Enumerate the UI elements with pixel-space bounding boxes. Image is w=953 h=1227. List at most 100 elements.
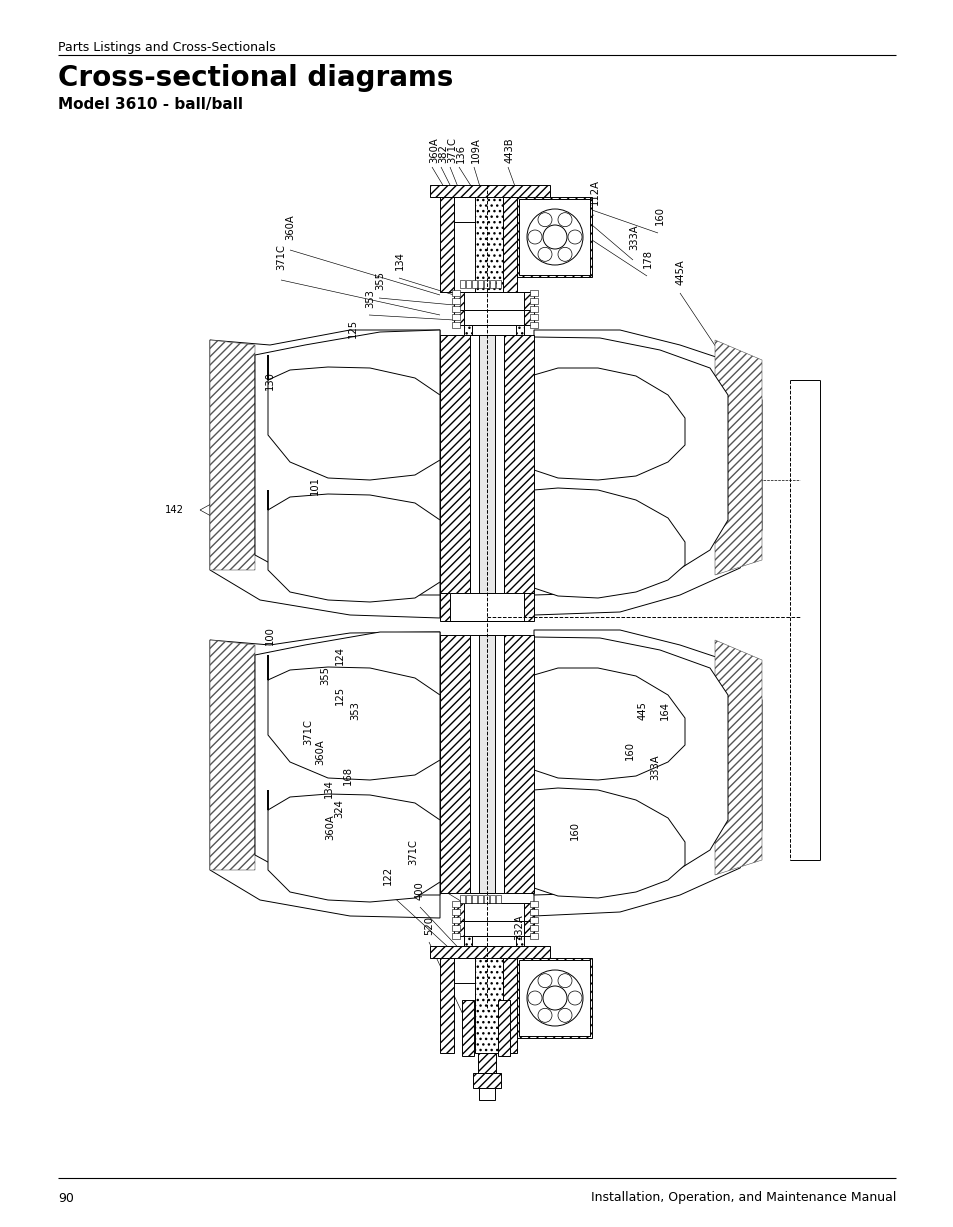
Bar [454,921,534,936]
Bar [518,960,589,1036]
Bar [503,335,534,593]
Polygon shape [534,330,761,618]
Bar [497,1000,510,1056]
Polygon shape [268,655,439,780]
Bar [516,325,523,335]
Text: 371C: 371C [303,719,313,745]
Bar [530,901,537,907]
Bar [518,199,589,275]
Bar [452,933,459,939]
Bar [452,925,459,931]
Bar [473,1072,500,1088]
Text: 136: 136 [456,144,465,163]
Text: 333A: 333A [628,225,639,250]
Text: 125: 125 [335,686,345,706]
Text: 332A: 332A [514,914,523,940]
Circle shape [527,229,541,244]
Bar [530,909,537,915]
Bar [470,636,503,893]
Bar [452,917,459,923]
Bar [430,185,550,198]
Bar [459,894,464,903]
Bar [452,909,459,915]
Polygon shape [534,667,684,780]
Text: 164: 164 [659,701,669,720]
Bar [517,958,592,1038]
Text: 353: 353 [350,701,359,720]
Bar [452,298,459,304]
Bar [454,903,463,921]
Bar [530,298,537,304]
Polygon shape [534,629,761,918]
Bar [454,958,502,983]
Bar [472,894,476,903]
Circle shape [537,248,552,261]
Bar [490,280,495,288]
Text: 101: 101 [310,476,319,494]
Bar [478,1088,495,1099]
Text: 134: 134 [324,779,334,798]
Bar [452,306,459,312]
Text: Model 3610 - ball/ball: Model 3610 - ball/ball [58,97,243,113]
Text: 178: 178 [642,249,652,267]
Polygon shape [534,788,684,898]
Bar [475,958,502,1053]
Bar [470,335,503,593]
Text: 109A: 109A [471,137,480,163]
Bar [430,946,550,958]
Text: 160: 160 [569,821,579,840]
Bar [502,958,517,1053]
Text: 142: 142 [165,506,184,515]
Bar [518,960,589,1036]
Text: 445A: 445A [676,259,685,285]
Bar [523,310,534,325]
Circle shape [537,212,552,227]
Polygon shape [534,637,727,894]
Bar [530,321,537,328]
Bar [477,1053,496,1072]
Bar [523,292,534,310]
Bar [523,921,534,936]
Text: Installation, Operation, and Maintenance Manual: Installation, Operation, and Maintenance… [590,1191,895,1205]
Polygon shape [254,632,439,894]
Circle shape [567,991,581,1005]
Circle shape [527,991,541,1005]
Text: 355: 355 [319,666,330,685]
Polygon shape [210,632,439,918]
Bar [530,925,537,931]
Bar [463,325,523,335]
Polygon shape [254,330,439,595]
Text: 360A: 360A [325,815,335,840]
Bar [496,280,500,288]
Bar [478,636,495,893]
Polygon shape [714,640,761,875]
Bar [452,290,459,296]
Polygon shape [210,640,254,870]
Bar [452,314,459,320]
Text: 360A: 360A [285,215,294,240]
Bar [454,903,534,921]
Polygon shape [534,488,684,598]
Bar [483,894,489,903]
Bar [454,921,463,936]
Bar [530,917,537,923]
Circle shape [558,1009,572,1022]
Polygon shape [268,790,439,902]
Circle shape [526,209,582,265]
Text: 443B: 443B [504,137,515,163]
Circle shape [537,974,552,988]
Text: 112A: 112A [589,179,599,205]
Bar [530,290,537,296]
Text: 355: 355 [375,271,385,290]
Bar [463,936,523,946]
Text: 160: 160 [655,206,664,225]
Bar [523,903,534,921]
Bar [454,292,463,310]
Bar [472,280,476,288]
Bar [450,593,523,621]
Polygon shape [459,340,514,400]
Circle shape [558,212,572,227]
Bar [478,335,495,593]
Circle shape [537,1009,552,1022]
Bar [454,198,502,222]
